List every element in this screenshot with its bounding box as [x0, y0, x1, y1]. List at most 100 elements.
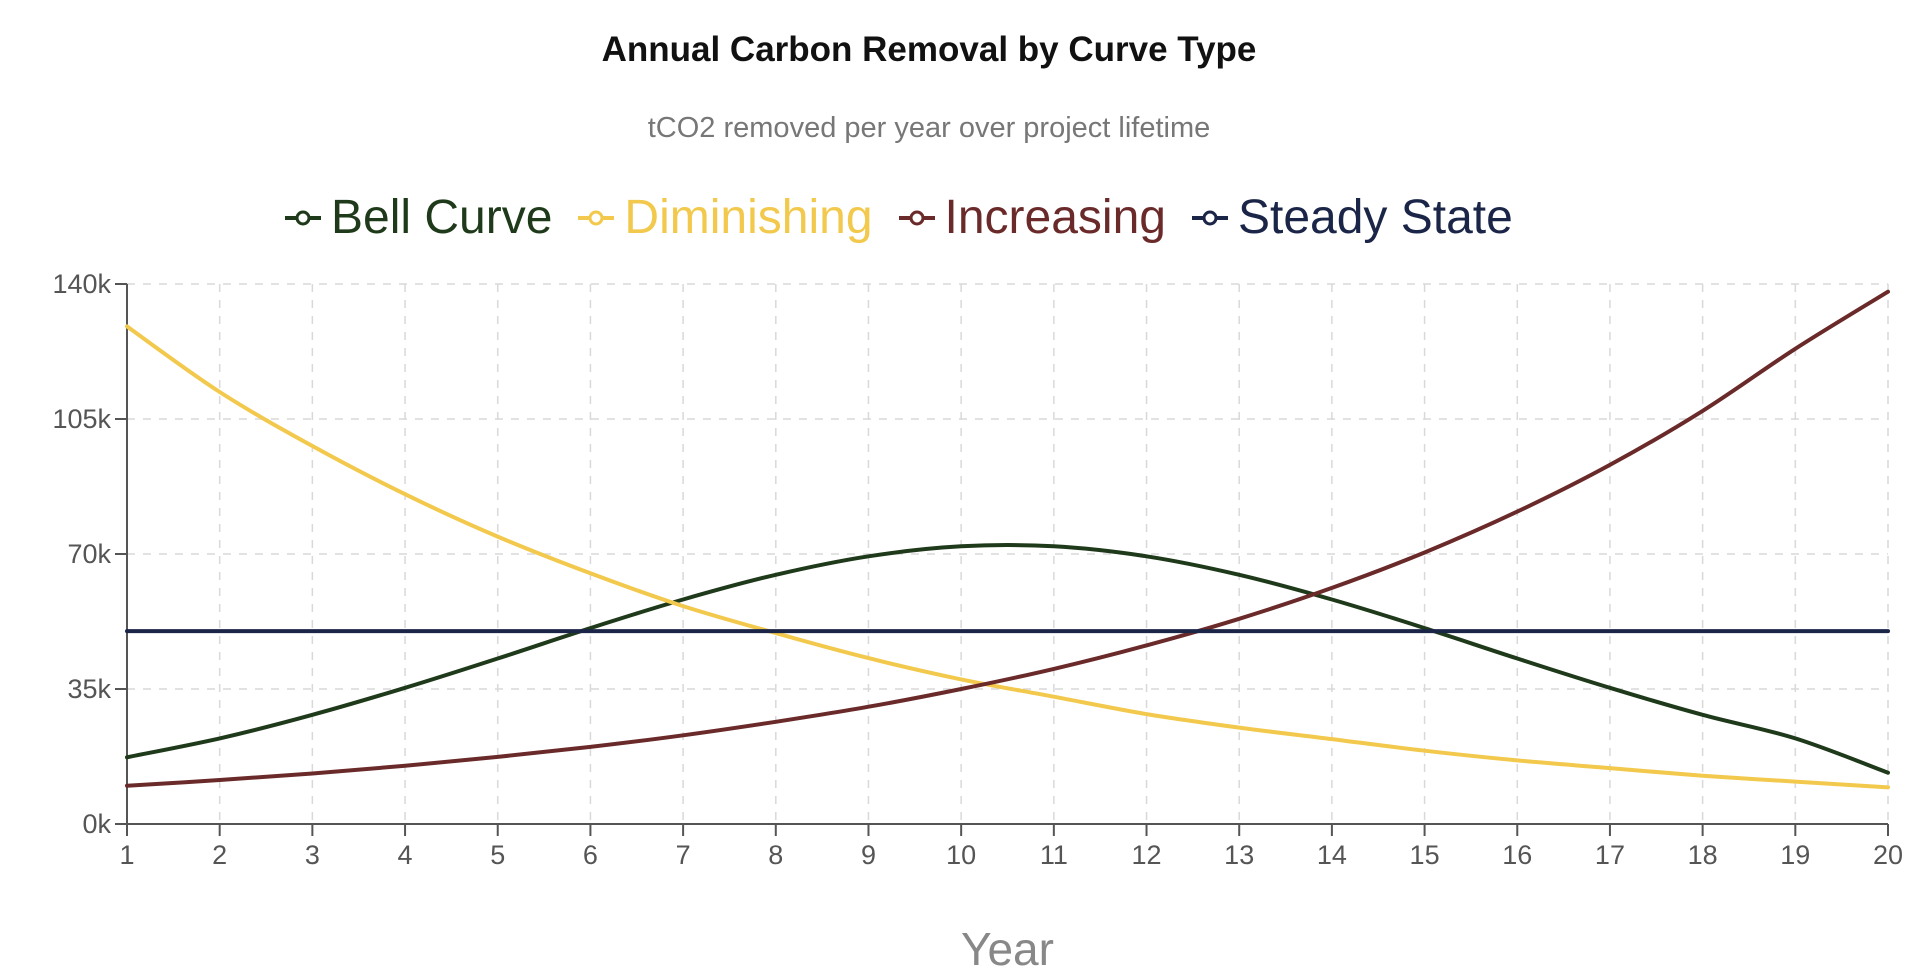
data-point-increasing[interactable]: [862, 701, 874, 713]
data-point-steady-state[interactable]: [121, 625, 133, 637]
legend-marker-diminishing: [578, 210, 615, 226]
data-point-steady-state[interactable]: [1048, 625, 1060, 637]
data-point-increasing[interactable]: [770, 716, 782, 728]
data-point-bell-curve[interactable]: [121, 751, 133, 763]
data-point-increasing[interactable]: [214, 774, 226, 786]
legend-label-steady-state: Steady State: [1237, 191, 1513, 244]
data-point-steady-state[interactable]: [955, 625, 967, 637]
data-point-steady-state[interactable]: [770, 625, 782, 637]
data-point-increasing[interactable]: [584, 741, 596, 753]
data-point-steady-state[interactable]: [214, 625, 226, 637]
data-point-diminishing[interactable]: [1697, 770, 1709, 782]
data-point-diminishing[interactable]: [1511, 754, 1523, 766]
data-point-diminishing[interactable]: [1604, 762, 1616, 774]
data-point-bell-curve[interactable]: [492, 653, 504, 665]
x-tick-label: 18: [1688, 840, 1718, 870]
data-point-steady-state[interactable]: [677, 625, 689, 637]
data-point-increasing[interactable]: [1233, 613, 1245, 625]
series-line-increasing[interactable]: [125, 289, 1890, 788]
data-point-increasing[interactable]: [1048, 663, 1060, 675]
data-point-increasing[interactable]: [1789, 343, 1801, 355]
data-point-bell-curve[interactable]: [770, 569, 782, 581]
x-tick-label: 17: [1595, 840, 1625, 870]
x-tick-label: 6: [583, 840, 598, 870]
legend-item-steady-state[interactable]: Steady State: [1190, 188, 1513, 248]
data-point-diminishing[interactable]: [1326, 733, 1338, 745]
data-point-increasing[interactable]: [1882, 286, 1894, 298]
data-point-bell-curve[interactable]: [1233, 569, 1245, 581]
data-point-diminishing[interactable]: [1882, 781, 1894, 793]
legend-marker-increasing: [898, 210, 935, 226]
data-point-increasing[interactable]: [955, 683, 967, 695]
data-point-steady-state[interactable]: [1511, 625, 1523, 637]
chart-subtitle: tCO2 removed per year over project lifet…: [647, 112, 1211, 144]
data-point-bell-curve[interactable]: [1604, 682, 1616, 694]
data-point-diminishing[interactable]: [1141, 708, 1153, 720]
data-point-bell-curve[interactable]: [306, 709, 318, 721]
data-point-steady-state[interactable]: [1697, 625, 1709, 637]
data-point-bell-curve[interactable]: [862, 550, 874, 562]
data-point-bell-curve[interactable]: [1697, 709, 1709, 721]
series-line-diminishing[interactable]: [125, 324, 1890, 790]
data-point-diminishing[interactable]: [306, 440, 318, 452]
legend: Bell Curve Diminishing Increasing Steady…: [283, 188, 1513, 248]
data-point-increasing[interactable]: [1141, 639, 1153, 651]
data-point-diminishing[interactable]: [862, 652, 874, 664]
data-point-steady-state[interactable]: [1789, 625, 1801, 637]
data-point-steady-state[interactable]: [1419, 625, 1431, 637]
data-point-bell-curve[interactable]: [399, 682, 411, 694]
data-point-bell-curve[interactable]: [955, 540, 967, 552]
data-point-bell-curve[interactable]: [1789, 732, 1801, 744]
legend-item-bell-curve[interactable]: Bell Curve: [283, 188, 552, 248]
axes: [115, 283, 1889, 836]
data-point-increasing[interactable]: [492, 751, 504, 763]
data-point-diminishing[interactable]: [1419, 745, 1431, 757]
data-point-steady-state[interactable]: [1882, 625, 1894, 637]
data-point-diminishing[interactable]: [1048, 691, 1060, 703]
x-tick-label: 20: [1873, 840, 1903, 870]
data-point-bell-curve[interactable]: [214, 732, 226, 744]
x-tick-label: 3: [305, 840, 320, 870]
data-point-increasing[interactable]: [121, 780, 133, 792]
data-point-diminishing[interactable]: [214, 386, 226, 398]
data-point-increasing[interactable]: [1419, 546, 1431, 558]
data-point-steady-state[interactable]: [1233, 625, 1245, 637]
data-point-steady-state[interactable]: [1326, 625, 1338, 637]
series-line-bell-curve[interactable]: [125, 543, 1890, 775]
data-point-diminishing[interactable]: [1789, 776, 1801, 788]
data-point-bell-curve[interactable]: [1141, 550, 1153, 562]
data-point-diminishing[interactable]: [399, 488, 411, 500]
x-tick-label: 15: [1410, 840, 1440, 870]
data-point-increasing[interactable]: [399, 760, 411, 772]
x-tick-label: 19: [1780, 840, 1810, 870]
data-point-diminishing[interactable]: [1233, 722, 1245, 734]
data-point-increasing[interactable]: [1604, 459, 1616, 471]
data-point-steady-state[interactable]: [1604, 625, 1616, 637]
data-point-bell-curve[interactable]: [1326, 594, 1338, 606]
data-point-increasing[interactable]: [1511, 506, 1523, 518]
grid-lines: [127, 283, 1889, 824]
data-point-diminishing[interactable]: [584, 567, 596, 579]
data-point-steady-state[interactable]: [399, 625, 411, 637]
data-point-steady-state[interactable]: [492, 625, 504, 637]
legend-item-increasing[interactable]: Increasing: [897, 188, 1166, 248]
data-point-diminishing[interactable]: [492, 531, 504, 543]
data-point-steady-state[interactable]: [862, 625, 874, 637]
data-point-increasing[interactable]: [1326, 582, 1338, 594]
y-tick-label: 105k: [52, 404, 111, 434]
data-point-increasing[interactable]: [306, 767, 318, 779]
data-point-diminishing[interactable]: [677, 600, 689, 612]
legend-item-diminishing[interactable]: Diminishing: [576, 188, 873, 248]
data-point-steady-state[interactable]: [306, 625, 318, 637]
data-point-bell-curve[interactable]: [1882, 767, 1894, 779]
legend-label-increasing: Increasing: [944, 191, 1166, 244]
data-point-diminishing[interactable]: [121, 320, 133, 332]
data-point-increasing[interactable]: [677, 729, 689, 741]
data-point-steady-state[interactable]: [584, 625, 596, 637]
x-tick-label: 11: [1040, 840, 1068, 870]
x-tick-label: 9: [861, 840, 876, 870]
data-point-increasing[interactable]: [1697, 405, 1709, 417]
data-point-bell-curve[interactable]: [1048, 540, 1060, 552]
data-point-bell-curve[interactable]: [1511, 653, 1523, 665]
data-point-steady-state[interactable]: [1141, 625, 1153, 637]
